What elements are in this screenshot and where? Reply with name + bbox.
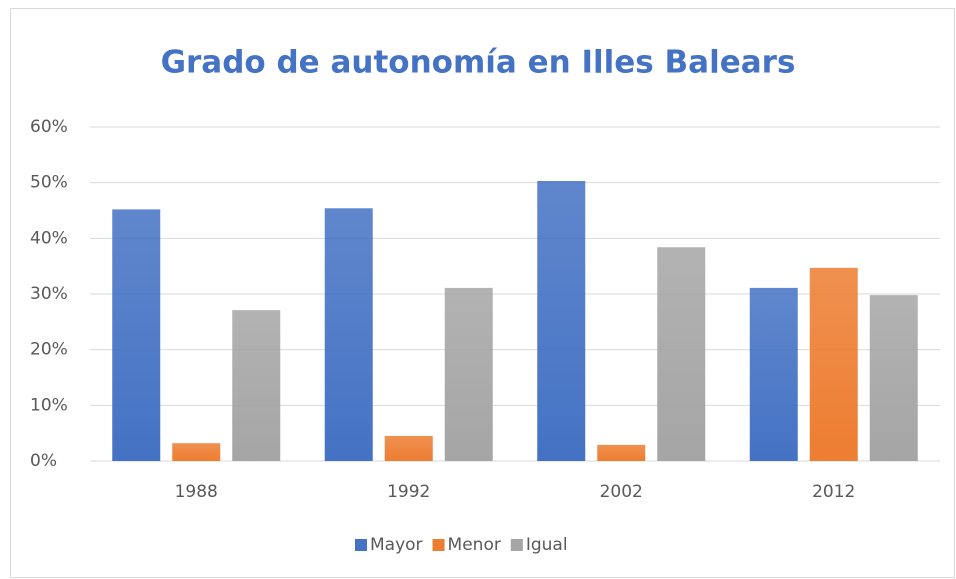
chart-title: Grado de autonomía en Illes Balears xyxy=(161,45,796,81)
bar xyxy=(444,287,493,461)
legend-swatch xyxy=(510,539,523,551)
y-tick-label: 30% xyxy=(30,284,68,304)
y-tick-label: 60% xyxy=(30,117,68,137)
y-tick-label: 50% xyxy=(30,173,68,193)
x-tick-label: 2012 xyxy=(812,482,855,502)
legend-swatch xyxy=(355,539,367,551)
x-tick-label: 1988 xyxy=(175,482,218,502)
bar xyxy=(869,295,918,461)
bar xyxy=(324,208,373,461)
bar xyxy=(749,287,798,461)
y-tick-label: 20% xyxy=(30,340,68,360)
x-tick-label: 2002 xyxy=(600,482,643,502)
legend: Mayor Menor Igual xyxy=(355,535,568,555)
bar xyxy=(384,435,433,461)
bar xyxy=(537,180,586,461)
bar xyxy=(657,247,706,461)
y-tick-label: 0% xyxy=(30,451,57,471)
bar xyxy=(232,310,281,461)
bar xyxy=(597,444,646,461)
y-tick-label: 40% xyxy=(30,228,68,248)
legend-label: Menor xyxy=(448,535,501,555)
bar xyxy=(112,209,161,461)
legend-swatch xyxy=(432,539,445,551)
legend-label: Mayor xyxy=(370,535,423,555)
bar xyxy=(809,267,858,461)
x-tick-label: 1992 xyxy=(387,482,430,502)
bar xyxy=(172,443,221,461)
legend-label: Igual xyxy=(526,535,568,555)
y-tick-label: 10% xyxy=(30,395,68,415)
